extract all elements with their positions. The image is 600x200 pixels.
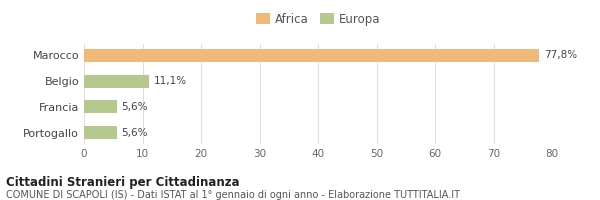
Text: 11,1%: 11,1% xyxy=(154,76,187,86)
Bar xyxy=(84,126,117,139)
Text: COMUNE DI SCAPOLI (IS) - Dati ISTAT al 1° gennaio di ogni anno - Elaborazione TU: COMUNE DI SCAPOLI (IS) - Dati ISTAT al 1… xyxy=(6,190,460,200)
Bar xyxy=(84,100,117,113)
Text: Cittadini Stranieri per Cittadinanza: Cittadini Stranieri per Cittadinanza xyxy=(6,176,239,189)
Text: 77,8%: 77,8% xyxy=(544,50,577,60)
Text: 5,6%: 5,6% xyxy=(121,128,148,138)
Bar xyxy=(84,49,539,62)
Legend: Africa, Europa: Africa, Europa xyxy=(251,8,385,30)
Bar xyxy=(84,75,149,88)
Text: 5,6%: 5,6% xyxy=(121,102,148,112)
